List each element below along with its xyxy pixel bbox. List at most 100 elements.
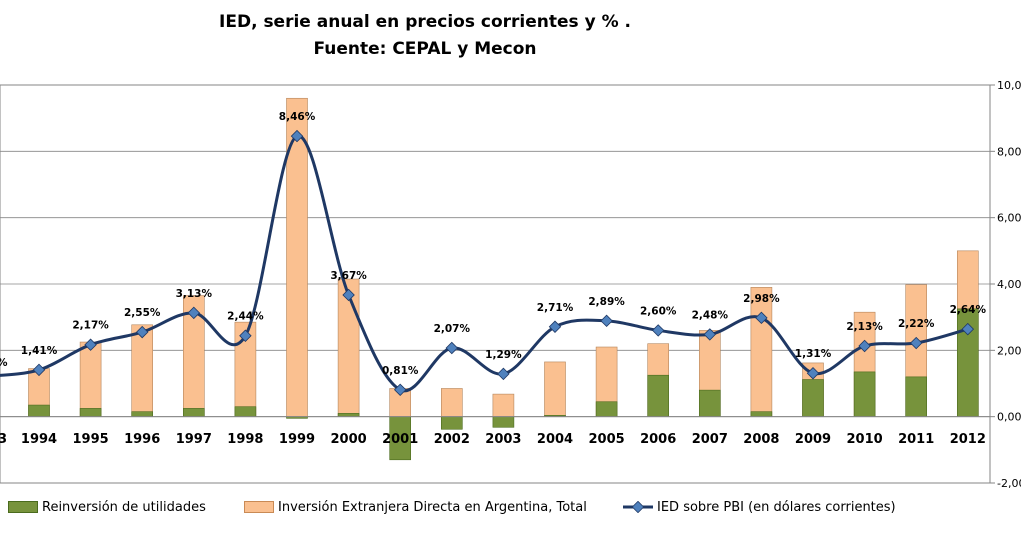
data-label: 2,22% — [898, 318, 935, 330]
bar-reinversion — [492, 416, 515, 428]
line-marker — [858, 339, 871, 353]
legend-label-reinversion: Reinversión de utilidades — [42, 500, 206, 515]
data-label: 1,31% — [795, 348, 832, 360]
data-label: 2,71% — [537, 302, 574, 314]
chart-title-line1: IED, serie anual en precios corrientes y… — [219, 12, 631, 32]
line-marker — [909, 336, 923, 350]
x-tick-label: 1999 — [279, 432, 315, 447]
line-marker — [290, 129, 304, 143]
bar-ied-total — [79, 341, 102, 417]
y-tick-label: -2,00 — [997, 477, 1021, 490]
legend-swatch-reinversion — [8, 501, 38, 513]
line-marker — [961, 322, 975, 336]
bar-reinversion — [802, 379, 824, 417]
data-label: 2,55% — [124, 307, 161, 319]
bar-ied-total — [131, 324, 153, 417]
x-tick-label: 2008 — [743, 432, 779, 447]
bar-ied-total — [544, 361, 566, 417]
bar-reinversion — [750, 411, 773, 417]
line-marker — [651, 324, 665, 337]
bar-ied-total — [492, 393, 515, 417]
line-marker — [342, 288, 355, 302]
x-tick-label: 2000 — [331, 432, 367, 447]
legend-label-ied-pbi: IED sobre PBI (en dólares corrientes) — [657, 500, 896, 515]
bar-reinversion — [28, 404, 50, 417]
bar-ied-total — [440, 388, 463, 417]
legend-swatch-ied-total — [244, 501, 274, 513]
data-label: 2,89% — [588, 296, 625, 308]
data-label: 2,17% — [72, 320, 109, 332]
x-tick-label: 1996 — [124, 432, 160, 447]
line-ied-pbi — [0, 134, 969, 393]
x-tick-label: 2004 — [537, 432, 573, 447]
line-marker — [32, 363, 46, 377]
x-tick-label: 1995 — [73, 432, 109, 447]
line-marker — [600, 314, 613, 328]
bar-reinversion — [595, 401, 618, 417]
x-tick-label: 2002 — [434, 432, 470, 447]
legend-item-reinversion: Reinversión de utilidades — [8, 500, 206, 515]
legend-item-ied-total: Inversión Extranjera Directa en Argentin… — [244, 500, 587, 515]
x-tick-label: 2011 — [898, 432, 934, 447]
x-tick-label: 2003 — [485, 432, 521, 447]
y-tick-label: 4,00 — [997, 278, 1021, 291]
data-label: 2,13% — [846, 321, 883, 333]
line-marker — [548, 320, 562, 334]
line-marker — [135, 325, 149, 339]
legend-item-ied-pbi: IED sobre PBI (en dólares corrientes) — [623, 500, 896, 515]
legend-swatch-ied-pbi — [623, 501, 653, 513]
y-tick-label: 0,00 — [997, 411, 1021, 424]
x-tick-label-fragment: 3 — [0, 432, 7, 447]
x-tick-label: 2006 — [640, 432, 676, 447]
data-label: 2,48% — [692, 309, 729, 321]
bar-reinversion — [440, 416, 463, 430]
data-label: 1,29% — [485, 349, 522, 361]
data-label: 3,67% — [330, 270, 367, 282]
x-tick-label: 1998 — [227, 432, 263, 447]
bar-reinversion — [647, 374, 670, 417]
data-label: 2,98% — [743, 293, 780, 305]
line-marker — [84, 338, 97, 351]
legend-label-ied-total: Inversión Extranjera Directa en Argentin… — [278, 500, 587, 515]
y-tick-label: 6,00 — [997, 212, 1021, 225]
data-label: 2,64% — [950, 304, 987, 316]
x-tick-label: 2005 — [589, 432, 625, 447]
bar-reinversion — [183, 408, 205, 417]
bar-reinversion — [131, 411, 153, 417]
data-label: 2,07% — [434, 323, 471, 335]
data-label: 2,60% — [640, 305, 677, 317]
bar-reinversion — [905, 376, 928, 417]
x-tick-label: 2001 — [382, 432, 418, 447]
bar-ied-total — [750, 287, 773, 417]
data-label: 0,81% — [382, 365, 419, 377]
bar-reinversion — [853, 371, 876, 417]
x-tick-label: 1994 — [21, 432, 57, 447]
line-marker — [497, 367, 510, 381]
y-tick-label: 2,00 — [997, 344, 1021, 357]
line-marker — [445, 341, 459, 355]
line-marker — [187, 306, 201, 320]
bar-reinversion — [79, 408, 102, 417]
x-tick-label: 2007 — [692, 432, 728, 447]
x-tick-label: 1997 — [176, 432, 212, 447]
bar-reinversion — [234, 406, 257, 417]
data-label: 1,41% — [21, 345, 58, 357]
data-label: 3,13% — [176, 288, 213, 300]
data-label-fragment: % — [0, 357, 8, 369]
x-tick-label: 2009 — [795, 432, 831, 447]
x-tick-label: 2012 — [950, 432, 986, 447]
line-marker — [755, 311, 768, 325]
line-marker — [703, 328, 717, 341]
chart-title-line2: Fuente: CEPAL y Mecon — [313, 39, 537, 59]
x-tick-label: 2010 — [847, 432, 883, 447]
y-tick-label: 10,00 — [997, 79, 1021, 92]
data-label: 2,44% — [227, 311, 264, 323]
line-marker — [806, 366, 820, 380]
line-marker — [393, 383, 407, 397]
y-tick-label: 8,00 — [997, 145, 1021, 158]
line-marker — [239, 329, 252, 342]
data-label: 8,46% — [279, 111, 316, 123]
bar-reinversion — [698, 389, 721, 417]
